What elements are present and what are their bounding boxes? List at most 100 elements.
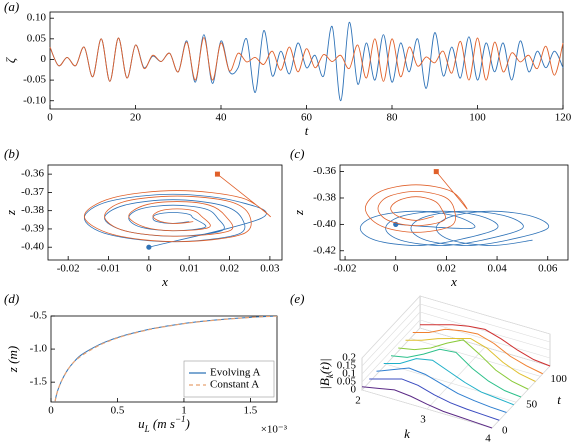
z-tick-label: 0.15 xyxy=(337,360,357,372)
grid-line xyxy=(361,303,551,367)
legend-label: Evolving A xyxy=(210,367,260,379)
x-tick-label: 0.5 xyxy=(111,405,125,417)
y-tick-label: -0.05 xyxy=(23,74,46,86)
y-tick-label: -0.36 xyxy=(313,165,336,177)
x-tick-label: 0.06 xyxy=(538,263,558,275)
plot-frame xyxy=(339,164,569,261)
y-axis-label: z xyxy=(291,210,306,216)
x-tick-label: 120 xyxy=(555,112,572,124)
y-tick-label: -0.37 xyxy=(21,186,44,198)
panel-label: (a) xyxy=(4,0,19,14)
x-tick-label: 20 xyxy=(130,112,142,124)
grid-line xyxy=(410,338,541,377)
trajectory-line xyxy=(83,173,271,243)
grid-line xyxy=(386,363,517,403)
trajectory-line xyxy=(359,210,550,246)
x-axis-label: k xyxy=(404,426,410,441)
legend-label: Constant A xyxy=(210,379,259,391)
waterfall-line xyxy=(405,337,536,382)
x-tick-label: 0.04 xyxy=(487,263,507,275)
y-axis-label: z xyxy=(3,210,18,216)
profile-line xyxy=(54,316,277,402)
label-part: (m s xyxy=(150,416,175,431)
waterfall-line xyxy=(376,367,507,413)
x-axis-label: t xyxy=(305,123,309,138)
y-tick-label: 0.05 xyxy=(27,32,47,44)
panel-label: (c) xyxy=(290,146,304,161)
y-tick-label: -0.40 xyxy=(21,241,44,253)
label-part: ) xyxy=(185,416,190,431)
x-tick-label: 100 xyxy=(469,112,486,124)
waterfall-line xyxy=(361,386,493,429)
waterfall-line xyxy=(383,358,514,406)
x-tick-label: -0.02 xyxy=(57,263,80,275)
y-tick-label: -0.10 xyxy=(23,94,46,106)
label-part: (t)| xyxy=(317,358,332,374)
y-tick-label: 0 xyxy=(502,425,508,437)
label-part: |B xyxy=(317,378,332,390)
label-part: −1 xyxy=(175,414,186,424)
trajectory-line xyxy=(83,193,267,248)
y-axis-label: ζ xyxy=(3,57,18,63)
label-part: u xyxy=(138,416,145,431)
y-tick-label: 100 xyxy=(550,373,567,385)
x-tick-label: 0.03 xyxy=(260,263,280,275)
x-axis-label: x xyxy=(450,274,457,289)
y-tick-label: -0.38 xyxy=(313,192,336,204)
y-tick-label: -0.39 xyxy=(21,222,44,234)
axis-multiplier: ×10⁻³ xyxy=(261,424,288,436)
plot-frame xyxy=(49,11,564,110)
x-tick-label: -0.01 xyxy=(97,263,120,275)
x-tick-label: 80 xyxy=(387,112,399,124)
label-part: L xyxy=(144,424,150,434)
label-part: k xyxy=(325,373,335,378)
x-tick-label: 0 xyxy=(146,263,152,275)
x-tick-label: 0 xyxy=(393,263,399,275)
z-axis-label: |Bk(t)| xyxy=(317,358,335,389)
y-tick-label: -0.5 xyxy=(30,310,48,322)
x-tick-label: -0.02 xyxy=(334,263,357,275)
series-line xyxy=(49,37,564,82)
start-marker xyxy=(146,244,152,250)
x-tick-label: 1 xyxy=(181,405,187,417)
y-tick-label: -1.0 xyxy=(30,343,48,355)
x-tick-label: 40 xyxy=(216,112,228,124)
panel-label: (d) xyxy=(4,291,19,306)
waterfall-line xyxy=(390,348,522,398)
x-tick-label: 2 xyxy=(355,395,361,407)
z-tick-label: 0.05 xyxy=(337,376,357,388)
start-marker xyxy=(433,169,439,175)
y-tick-label: 0.10 xyxy=(27,12,47,24)
plot-frame xyxy=(50,315,278,403)
plot-frame xyxy=(47,164,283,261)
y-tick-label: -0.42 xyxy=(313,244,336,256)
panel-label: (b) xyxy=(4,146,19,161)
x-tick-label: 60 xyxy=(301,112,313,124)
waterfall-line xyxy=(419,324,551,367)
series-line xyxy=(49,21,564,102)
x-tick-label: 0.02 xyxy=(220,263,239,275)
grid-line xyxy=(361,389,493,429)
x-tick-label: 1.5 xyxy=(244,405,258,417)
y-axis-label: z (m) xyxy=(5,346,20,373)
y-tick-label: -0.38 xyxy=(21,204,44,216)
legend-box xyxy=(183,360,275,398)
start-marker xyxy=(214,171,220,177)
y-tick-label: 50 xyxy=(526,399,538,411)
y-tick-label: 0 xyxy=(41,53,47,65)
x-tick-label: 4 xyxy=(485,433,491,445)
x-tick-label: 0 xyxy=(48,405,54,417)
y-tick-label: -1.5 xyxy=(30,376,48,388)
x-tick-label: 0.02 xyxy=(437,263,456,275)
grid-line xyxy=(361,319,551,383)
waterfall-line xyxy=(369,378,500,421)
z-tick-label: 0 xyxy=(351,384,357,396)
waterfall-line xyxy=(398,339,529,390)
x-tick-label: 0.01 xyxy=(180,263,199,275)
panel-label: (e) xyxy=(290,291,304,306)
x-tick-label: 3 xyxy=(420,414,426,426)
waterfall-line xyxy=(412,328,543,375)
x-tick-label: 0 xyxy=(47,112,53,124)
z-tick-label: 0.2 xyxy=(342,352,356,364)
